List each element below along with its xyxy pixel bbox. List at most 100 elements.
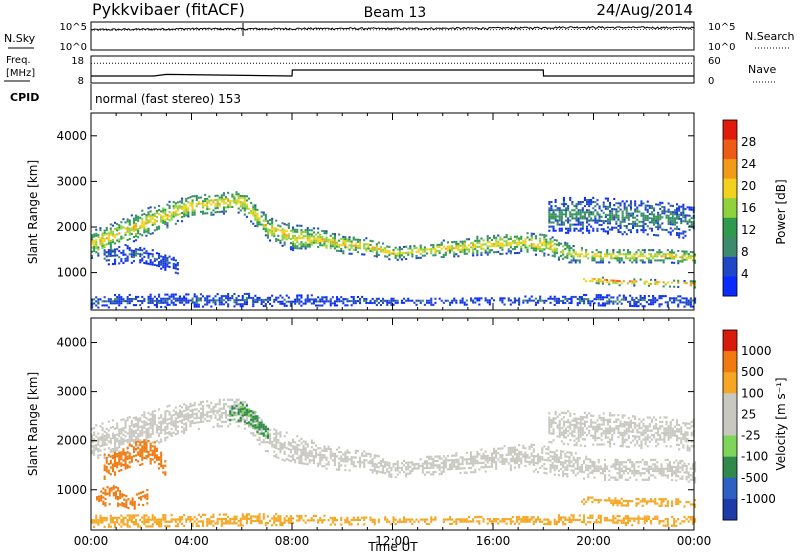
velocity-cell-1135 xyxy=(482,457,485,460)
power-cell-38 xyxy=(101,246,104,249)
power-cell-483 xyxy=(254,206,257,209)
power-cell-2387 xyxy=(264,305,267,308)
velocity-cell-1270 xyxy=(532,457,535,460)
power-cell-814 xyxy=(377,253,380,256)
velocity-cell-875 xyxy=(363,463,366,466)
power-cell-919 xyxy=(440,243,443,246)
velocity-cell-1702 xyxy=(556,415,559,418)
velocity-cell-742 xyxy=(304,442,307,446)
velocity-cell-829 xyxy=(340,464,343,467)
velocity-cell-1795 xyxy=(581,429,584,432)
velocity-cell-1152 xyxy=(488,456,491,460)
velocity-cell-1397 xyxy=(576,463,579,466)
velocity-cell-1809 xyxy=(586,427,589,430)
power-cell-2385 xyxy=(262,300,265,303)
velocity-cell-695 xyxy=(292,445,295,448)
power-cell-92 xyxy=(116,223,119,226)
power-cell-1381 xyxy=(660,251,663,254)
velocity-cell-292 xyxy=(162,417,165,421)
power-cell-2866 xyxy=(103,257,106,260)
power-cell-2233 xyxy=(170,299,173,302)
power-cell-2159 xyxy=(122,300,125,303)
velocity-cell-1038 xyxy=(440,457,443,460)
velocity-cell-938 xyxy=(390,466,393,470)
velocity-cell-1626 xyxy=(677,466,680,469)
power-cell-250 xyxy=(168,215,171,218)
power-cell-2077 xyxy=(645,280,648,283)
velocity-cell-803 xyxy=(327,447,330,451)
power-cell-1522 xyxy=(565,203,568,206)
power-cell-2671 xyxy=(551,297,554,300)
power-cell-1574 xyxy=(577,203,580,206)
power-cell-974 xyxy=(465,246,468,249)
velocity-cell-487 xyxy=(222,412,225,415)
power-cell-1990 xyxy=(682,232,685,235)
power-cell-1222 xyxy=(568,253,571,256)
velocity-cell-33 xyxy=(99,453,102,457)
power-cell-277 xyxy=(176,201,179,204)
power-cell-2375 xyxy=(254,294,257,297)
velocity-cell-1557 xyxy=(647,467,650,470)
power-cell-2145 xyxy=(116,302,119,305)
power-cell-3014 xyxy=(176,268,179,271)
power-cell-1405 xyxy=(673,251,676,254)
power-cell-2659 xyxy=(537,299,540,302)
velocity-cell-979 xyxy=(413,463,416,466)
power-cell-2576 xyxy=(430,299,433,302)
power-cell-558 xyxy=(281,232,284,235)
power-cell-410 xyxy=(227,191,230,194)
power-cell-58 xyxy=(105,226,108,229)
power-cell-1215 xyxy=(566,256,569,259)
power-ytick-label-3: 1000 xyxy=(56,266,87,280)
power-cell-2176 xyxy=(135,298,138,301)
power-cell-2923 xyxy=(132,254,135,257)
power-cell-1502 xyxy=(560,211,563,214)
power-cell-1238 xyxy=(574,261,577,264)
power-cell-315 xyxy=(191,213,194,216)
power-cell-1653 xyxy=(596,221,599,224)
power-cell-1090 xyxy=(513,235,516,238)
velocity-cell-401 xyxy=(191,413,194,416)
power-cell-1833 xyxy=(642,225,645,228)
power-cell-564 xyxy=(283,237,286,240)
power-cell-372 xyxy=(214,203,217,206)
velocity-cell-1287 xyxy=(539,455,542,459)
power-cell-1225 xyxy=(568,247,571,250)
power-cell-2998 xyxy=(166,257,169,260)
power-cell-2763 xyxy=(620,298,623,301)
power-colorbar-segment-5 xyxy=(723,217,737,238)
velocity-cell-230 xyxy=(145,421,148,424)
velocity-cell-1235 xyxy=(518,444,521,447)
power-cell-797 xyxy=(369,248,372,251)
power-cell-345 xyxy=(204,212,207,215)
power-cell-736 xyxy=(340,237,343,240)
velocity-cell-606 xyxy=(260,427,263,431)
velocity-cell-260 xyxy=(153,423,156,426)
power-cell-1951 xyxy=(671,204,674,207)
power-cell-1729 xyxy=(615,210,618,213)
power-cell-625 xyxy=(300,224,303,227)
power-cell-2154 xyxy=(118,294,121,297)
velocity-cell-1286 xyxy=(539,458,542,461)
velocity-cell-1849 xyxy=(598,423,601,426)
power-cell-321 xyxy=(191,201,194,204)
power-cell-547 xyxy=(277,234,280,237)
power-cell-2453 xyxy=(315,304,318,307)
velocity-cell-408 xyxy=(193,408,196,411)
velocity-cell-575 xyxy=(252,432,255,435)
velocity-cell-1254 xyxy=(526,454,529,457)
noise-panel: N.Sky 10^5 10^0 10^5 10^0 N.Search xyxy=(4,21,795,53)
power-cell-1705 xyxy=(609,206,612,209)
power-cell-391 xyxy=(220,194,223,197)
power-cell-2586 xyxy=(449,303,452,306)
velocity-cell-1230 xyxy=(518,459,521,462)
velocity-cell-969 xyxy=(409,472,412,475)
power-cell-2532 xyxy=(379,299,382,302)
power-cell-1484 xyxy=(558,229,561,232)
velocity-cell-120 xyxy=(120,427,123,431)
power-cell-165 xyxy=(141,217,144,220)
velocity-cell-1314 xyxy=(549,455,552,458)
velocity-cell-1831 xyxy=(594,437,597,440)
power-cell-1794 xyxy=(632,225,635,228)
velocity-cell-971 xyxy=(409,465,412,469)
